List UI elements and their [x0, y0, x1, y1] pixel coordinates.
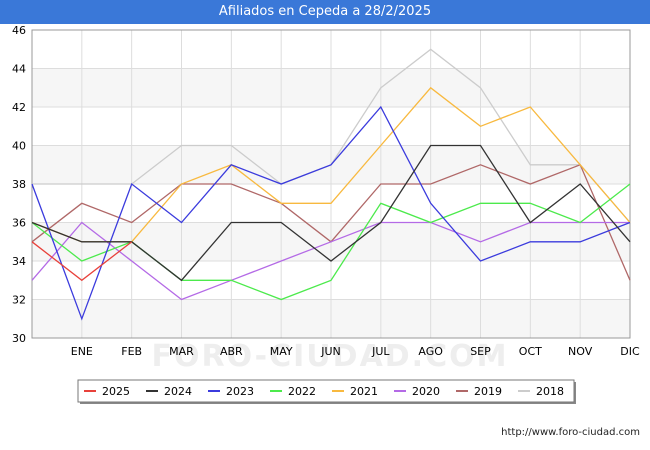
x-tick-label: OCT — [519, 345, 542, 358]
legend-label-2020: 2020 — [412, 385, 440, 398]
x-tick-label: SEP — [470, 345, 491, 358]
x-tick-label: NOV — [568, 345, 593, 358]
x-tick-label: DIC — [620, 345, 640, 358]
legend-box — [77, 379, 575, 403]
y-axis-ticks: 30 32 34 36 38 40 42 44 46 — [12, 24, 26, 345]
legend-label-2019: 2019 — [474, 385, 502, 398]
series-line-2023 — [31, 105, 631, 321]
watermark: FORO-CIUDAD.COM — [152, 339, 509, 374]
legend: 2025 2024 2023 2022 2021 2020 2019 2018 — [77, 379, 576, 404]
x-tick-label: MAY — [270, 345, 293, 358]
x-tick-label: ENE — [71, 345, 93, 358]
x-tick-label: FEB — [121, 345, 142, 358]
chart-title: Afiliados en Cepeda a 28/2/2025 — [0, 0, 650, 24]
legend-label-2018: 2018 — [536, 385, 564, 398]
legend-label-2021: 2021 — [350, 385, 378, 398]
y-tick-label: 32 — [12, 294, 26, 307]
y-tick-label: 42 — [12, 101, 26, 114]
y-tick-label: 36 — [12, 217, 26, 230]
y-tick-label: 46 — [12, 24, 26, 37]
legend-label-2023: 2023 — [226, 385, 254, 398]
x-tick-label: JUN — [320, 345, 341, 358]
x-tick-label: ABR — [220, 345, 243, 358]
legend-label-2024: 2024 — [164, 385, 192, 398]
y-tick-label: 44 — [12, 63, 26, 76]
y-tick-label: 38 — [12, 178, 26, 191]
x-tick-label: MAR — [169, 345, 194, 358]
legend-label-2025: 2025 — [102, 385, 130, 398]
x-tick-label: AGO — [418, 345, 443, 358]
y-tick-label: 30 — [12, 332, 26, 345]
x-tick-label: JUL — [371, 345, 390, 358]
y-tick-label: 40 — [12, 140, 26, 153]
legend-label-2022: 2022 — [288, 385, 316, 398]
series-line-2025 — [31, 241, 133, 282]
y-tick-label: 34 — [12, 255, 26, 268]
x-axis-ticks: ENE FEB MAR ABR MAY JUN JUL AGO SEP OCT NOV DIC — [71, 345, 640, 358]
series-lines — [31, 48, 631, 321]
footer-url[interactable]: http://www.foro-ciudad.com — [501, 427, 640, 438]
